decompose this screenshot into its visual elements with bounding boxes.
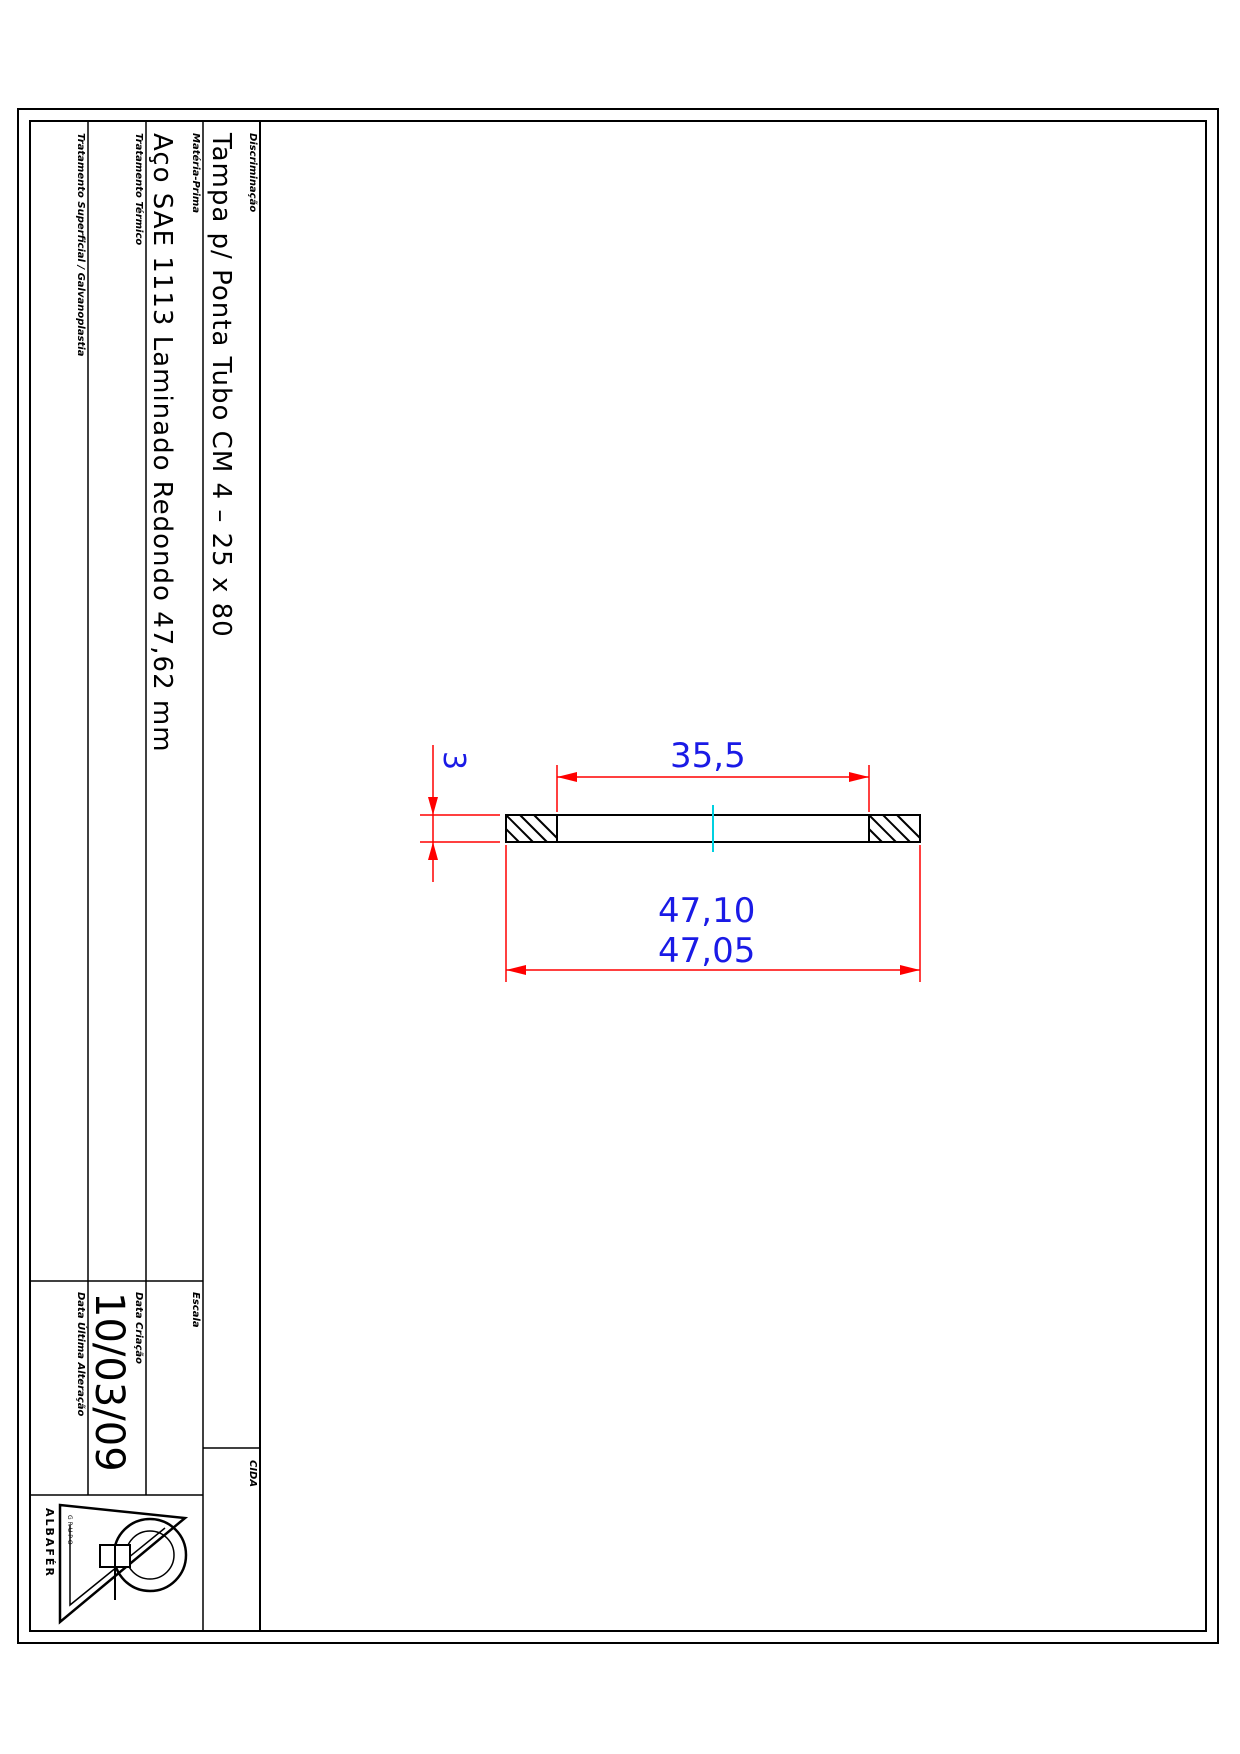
dim-thickness-text: 3 bbox=[436, 751, 471, 770]
materia-prima-label: Matéria-Prima bbox=[190, 133, 202, 213]
dim-outer-max-text: 47,10 bbox=[658, 891, 755, 931]
dimension-inner: 35,5 bbox=[556, 736, 870, 812]
hatch-left bbox=[505, 814, 558, 843]
tratamento-superficial-label: Tratamento Superficial / Galvanoplastia bbox=[75, 133, 86, 357]
data-criacao-label: Data Criação bbox=[133, 1292, 144, 1364]
part-section-view bbox=[505, 805, 921, 852]
hatch-right bbox=[868, 814, 921, 843]
dim-outer-min-text: 47,05 bbox=[658, 931, 755, 971]
inner-frame bbox=[29, 120, 1207, 1632]
dim-inner-text: 35,5 bbox=[670, 736, 746, 776]
data-ultima-alteracao-label: Data Última Alteração bbox=[75, 1292, 88, 1417]
escala-label: Escala bbox=[190, 1292, 201, 1328]
albafer-logo: GRUPO ALBAFÉR bbox=[43, 1503, 189, 1625]
materia-prima-value: Aço SAE 1113 Laminado Redondo 47,62 mm bbox=[147, 133, 177, 753]
discriminacao-label: Discriminação bbox=[247, 133, 258, 212]
logo-text-bottom: ALBAFÉR bbox=[43, 1508, 56, 1578]
dimension-outer: 47,10 47,05 bbox=[505, 845, 921, 982]
logo-text-top: GRUPO bbox=[66, 1515, 73, 1547]
dimension-thickness: 3 bbox=[420, 745, 500, 882]
outer-frame bbox=[17, 108, 1219, 1644]
discriminacao-value: Tampa p/ Ponta Tubo CM 4 – 25 x 80 bbox=[206, 132, 236, 638]
code-label: CIDA bbox=[247, 1460, 258, 1487]
data-criacao-value: 10/03/09 bbox=[86, 1292, 132, 1472]
tratamento-termico-label: Tratamento Térmico bbox=[133, 133, 145, 245]
